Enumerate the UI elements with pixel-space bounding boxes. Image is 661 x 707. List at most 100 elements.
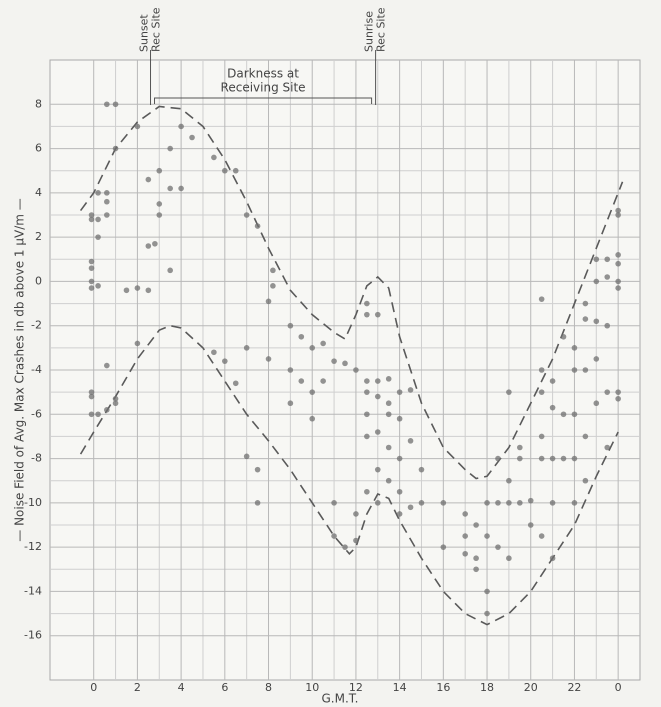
data-point: [95, 190, 101, 196]
data-point: [538, 455, 545, 462]
data-point: [270, 283, 276, 289]
data-point: [331, 500, 337, 506]
data-point: [374, 378, 381, 384]
data-point: [342, 360, 348, 367]
data-point: [145, 243, 152, 249]
data-point: [407, 504, 414, 511]
data-point: [364, 300, 370, 307]
data-point: [364, 411, 370, 418]
annotation-text: Rec Site: [375, 7, 388, 52]
data-point: [462, 511, 468, 517]
data-point: [353, 511, 359, 517]
data-point: [112, 400, 119, 407]
data-point: [331, 358, 337, 364]
data-point: [189, 134, 195, 141]
data-point: [287, 322, 294, 329]
data-point: [364, 311, 370, 318]
data-point: [593, 256, 600, 263]
data-point: [549, 404, 556, 411]
data-point: [374, 429, 381, 435]
data-point: [112, 101, 119, 108]
data-point: [560, 411, 567, 418]
data-point: [95, 283, 101, 289]
data-point: [571, 345, 578, 351]
data-point: [104, 198, 110, 205]
x-tick-label: 2: [134, 681, 141, 694]
data-point: [374, 466, 381, 473]
data-point: [407, 438, 414, 444]
data-point: [385, 376, 392, 382]
data-point: [309, 415, 316, 422]
data-point: [364, 389, 370, 395]
data-point: [254, 500, 261, 506]
data-point: [527, 497, 534, 504]
data-point: [270, 267, 276, 274]
data-point: [254, 223, 261, 229]
data-point: [560, 455, 567, 462]
data-point: [88, 216, 95, 223]
span-label: Receiving Site: [221, 81, 306, 95]
data-point: [298, 378, 305, 384]
data-point: [407, 387, 414, 393]
data-point: [309, 345, 316, 351]
data-point: [418, 500, 425, 506]
data-point: [418, 466, 425, 473]
data-point: [104, 407, 110, 413]
data-point: [385, 411, 392, 418]
data-point: [506, 555, 512, 562]
data-point: [320, 340, 326, 347]
data-point: [309, 389, 316, 395]
data-point: [549, 455, 556, 462]
data-point: [364, 378, 370, 384]
y-tick-label: 2: [35, 230, 42, 243]
data-point: [615, 389, 621, 395]
data-point: [571, 411, 578, 418]
data-point: [604, 274, 611, 280]
data-point: [211, 349, 217, 356]
x-tick-label: 0: [90, 681, 97, 694]
data-point: [167, 185, 173, 192]
data-point: [506, 500, 512, 506]
y-tick-label: -6: [31, 407, 42, 420]
data-point: [178, 185, 184, 192]
data-point: [287, 400, 294, 407]
data-point: [495, 500, 501, 506]
x-tick-label: 18: [480, 681, 494, 694]
envelope-curve: [79, 105, 624, 480]
data-point: [123, 287, 130, 294]
data-point: [440, 500, 447, 506]
data-point: [243, 345, 250, 351]
data-point: [331, 533, 337, 539]
data-point: [538, 433, 545, 440]
y-axis-label: — Noise Field of Avg. Max Crashes in db …: [13, 198, 27, 542]
y-tick-label: -2: [31, 319, 42, 332]
data-point: [549, 378, 556, 384]
data-point: [156, 167, 163, 174]
x-tick-label: 0: [615, 681, 622, 694]
annotation-text: Sunrise: [363, 11, 376, 52]
data-point: [517, 455, 523, 462]
data-point: [95, 411, 101, 418]
data-point: [571, 500, 578, 506]
data-point: [604, 322, 611, 329]
data-point: [549, 500, 556, 506]
y-tick-label: 6: [35, 142, 42, 155]
y-tick-label: -14: [24, 584, 42, 597]
data-point: [615, 395, 621, 402]
x-tick-label: 14: [393, 681, 407, 694]
data-point: [593, 318, 600, 325]
data-point: [145, 287, 152, 294]
y-tick-label: -16: [24, 629, 42, 642]
data-point: [484, 588, 490, 595]
data-point: [582, 433, 589, 440]
data-point: [374, 500, 381, 506]
y-tick-label: -10: [24, 496, 42, 509]
data-point: [582, 300, 589, 307]
data-point: [287, 367, 294, 373]
x-tick-label: 16: [436, 681, 450, 694]
data-point: [527, 522, 534, 528]
data-point: [615, 212, 621, 218]
data-point: [364, 488, 370, 495]
data-point: [88, 285, 95, 291]
